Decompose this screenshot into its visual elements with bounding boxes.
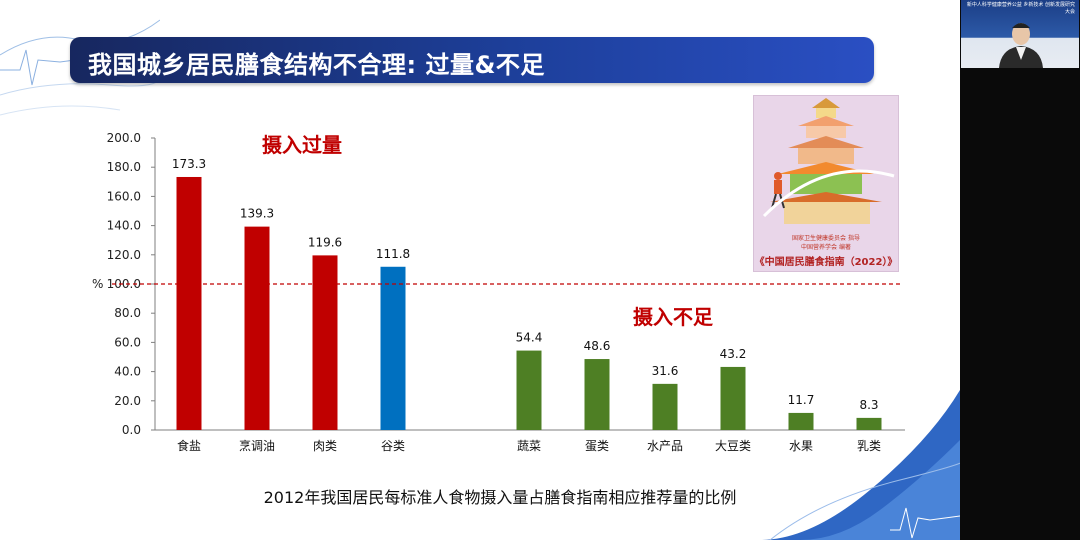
bar — [584, 359, 610, 430]
y-axis-unit: % — [92, 277, 103, 291]
category-labels: 食盐 烹调油 肉类 谷类 蔬菜 蛋类 水产品 大豆类 水果 乳类 — [177, 438, 881, 453]
bar — [244, 226, 270, 430]
bar-value-label: 48.6 — [584, 339, 611, 353]
bar-value-label: 43.2 — [720, 347, 747, 361]
y-tick-label: 160.0 — [107, 189, 141, 203]
bar — [380, 266, 406, 430]
y-tick-label: 140.0 — [107, 219, 141, 233]
category-label: 烹调油 — [239, 438, 275, 453]
bar-value-label: 139.3 — [240, 207, 274, 221]
bar-value-label: 11.7 — [788, 393, 815, 407]
slide: 我国城乡居民膳食结构不合理: 过量&不足 0.0 20.0 40.0 60.0 80.0… — [0, 0, 960, 540]
category-label: 谷类 — [381, 439, 405, 453]
category-label: 蛋类 — [585, 439, 609, 453]
y-tick-label: 60.0 — [114, 335, 141, 349]
speaker-video-tile: 新中人科学健康营养公益 乡新技术 创新发展研究大会 — [961, 0, 1079, 68]
food-pagoda-image — [762, 98, 895, 224]
y-tick-label: 80.0 — [114, 306, 141, 320]
y-tick-label: 100.0 — [107, 277, 141, 291]
y-tick-label: 120.0 — [107, 248, 141, 262]
poster-org-line-2: 中国营养学会 编著 — [801, 244, 851, 251]
y-tick-label: 40.0 — [114, 365, 141, 379]
y-tick-label: 20.0 — [114, 394, 141, 408]
category-label: 水产品 — [647, 439, 683, 453]
y-tick-label: 200.0 — [107, 131, 141, 145]
category-label: 肉类 — [313, 439, 337, 453]
category-label: 水果 — [789, 439, 813, 453]
annotation-excess: 摄入过量 — [262, 133, 342, 157]
category-label: 蔬菜 — [517, 439, 541, 453]
title-bar: 我国城乡居民膳食结构不合理: 过量&不足 — [70, 37, 874, 83]
bar-value-label: 119.6 — [308, 235, 342, 249]
bar — [516, 350, 542, 430]
bar-value-label: 8.3 — [859, 398, 878, 412]
slide-title: 我国城乡居民膳食结构不合理: 过量&不足 — [88, 51, 545, 79]
decorative-wave-bottom-right — [760, 390, 960, 540]
bar-chart: 0.0 20.0 40.0 60.0 80.0 100.0 120.0 140.0 160.0 1… — [92, 131, 905, 453]
bar-value-label: 111.8 — [376, 247, 410, 261]
bar — [788, 412, 814, 430]
y-tick-label: 180.0 — [107, 160, 141, 174]
speaker-avatar — [999, 23, 1043, 68]
annotation-deficit: 摄入不足 — [633, 305, 714, 329]
category-label: 食盐 — [177, 438, 201, 453]
value-labels: 173.3 139.3 119.6 111.8 54.4 48.6 31.6 43.2 11.7… — [172, 157, 879, 412]
video-panel — [960, 0, 1080, 540]
bars — [176, 176, 882, 430]
chart-caption: 2012年我国居民每标准人食物摄入量占膳食指南相应推荐量的比例 — [263, 488, 737, 507]
dietary-guidelines-poster: 国家卫生健康委员会 指导 中国营养学会 编著 《中国居民膳食指南（2022）》 — [753, 95, 899, 272]
y-tick-label: 0.0 — [122, 423, 141, 437]
category-label: 大豆类 — [715, 439, 751, 453]
video-caption: 新中人科学健康营养公益 乡新技术 创新发展研究大会 — [966, 2, 1075, 15]
bar-value-label: 31.6 — [652, 364, 679, 378]
bar — [176, 176, 202, 430]
bar — [312, 255, 338, 430]
bar — [856, 417, 882, 430]
category-label: 乳类 — [857, 439, 881, 453]
poster-org-line-1: 国家卫生健康委员会 指导 — [792, 235, 860, 242]
poster-title: 《中国居民膳食指南（2022）》 — [754, 257, 898, 268]
bar — [720, 366, 746, 430]
bar — [652, 383, 678, 430]
bar-value-label: 173.3 — [172, 157, 206, 171]
bar-value-label: 54.4 — [516, 331, 543, 345]
